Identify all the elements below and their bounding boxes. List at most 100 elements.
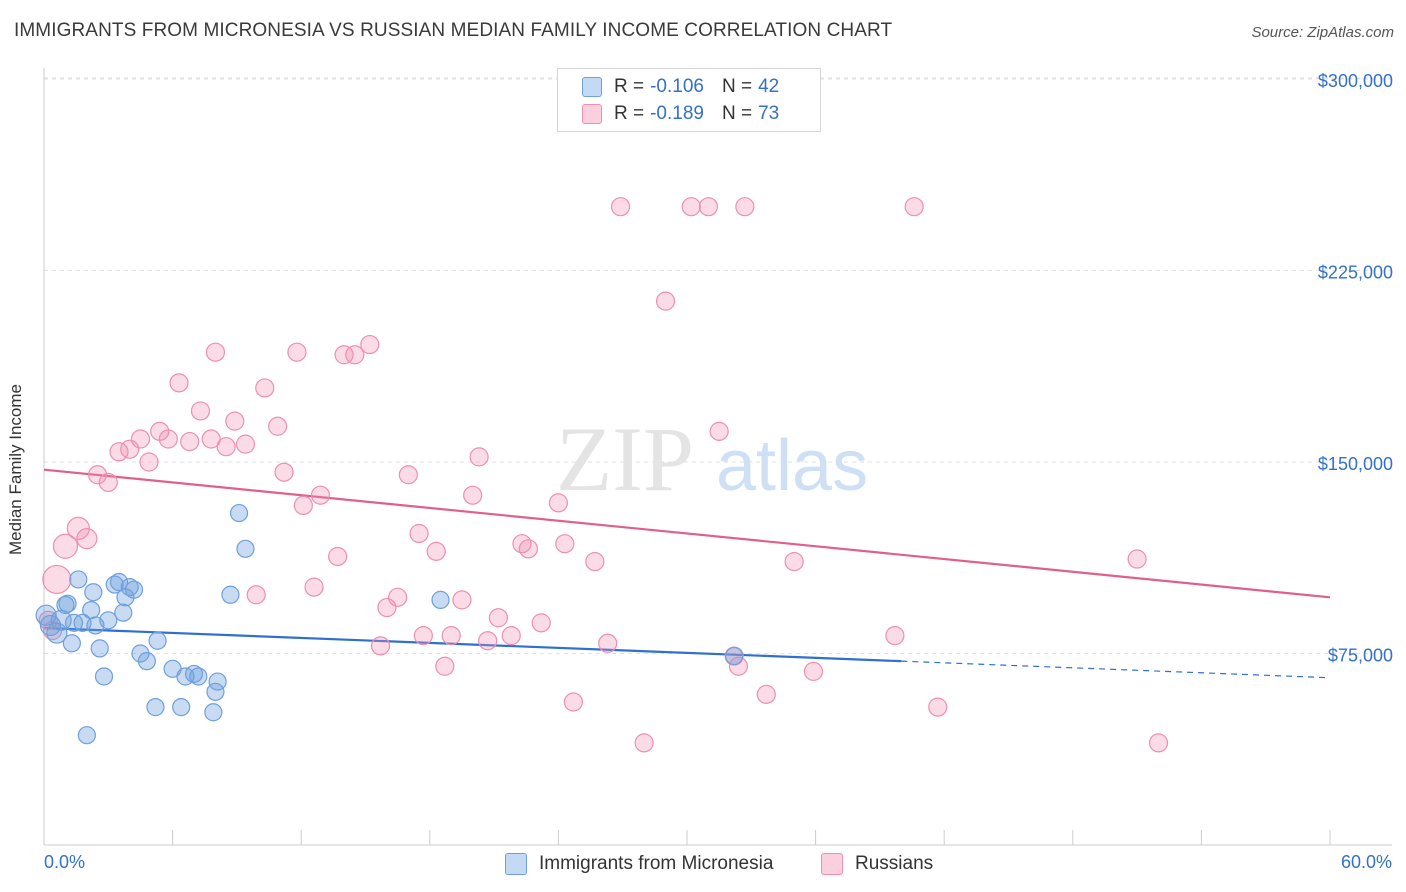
point-russians (205, 342, 226, 362)
point-russians (435, 656, 455, 676)
point-russians (681, 197, 701, 217)
trend-line-micronesia-extension (901, 660, 1331, 679)
point-micronesia (221, 585, 240, 604)
point-russians (469, 447, 489, 467)
point-russians (268, 416, 288, 436)
point-micronesia (148, 631, 167, 650)
point-russians (518, 539, 538, 559)
point-russians (310, 485, 331, 505)
chart-title: IMMIGRANTS FROM MICRONESIA VS RUSSIAN ME… (14, 20, 893, 41)
stats-box: R = -0.106 N = 42 R = -0.189 N = 73 (557, 68, 821, 132)
point-russians (426, 541, 446, 561)
point-micronesia (236, 539, 255, 558)
point-russians (441, 626, 461, 646)
point-russians (904, 197, 924, 217)
legend-swatch-blue (505, 853, 527, 875)
point-russians (413, 626, 433, 646)
point-russians (598, 633, 618, 653)
point-russians (360, 334, 380, 355)
point-russians (76, 527, 98, 550)
point-micronesia (146, 698, 165, 717)
y-tick-label: $75,000 (1328, 646, 1393, 666)
legend-label: Russians (855, 853, 934, 874)
axes (43, 68, 1392, 846)
stats-swatch-blue (582, 77, 602, 97)
legend-item-russians[interactable]: Russians (821, 852, 933, 876)
point-micronesia (46, 622, 68, 644)
n-label: N = (721, 76, 753, 97)
legend-label: Immigrants from Micronesia (539, 853, 774, 874)
point-russians (698, 197, 719, 217)
r-value: -0.189 (650, 103, 704, 124)
y-tick-label: $150,000 (1318, 454, 1393, 474)
point-micronesia (99, 611, 118, 630)
r-label: R = (614, 103, 645, 124)
point-russians (293, 495, 313, 516)
point-micronesia (229, 503, 249, 523)
point-russians (334, 345, 354, 365)
point-micronesia (208, 672, 227, 691)
point-micronesia (431, 590, 450, 609)
point-russians (98, 472, 118, 493)
point-russians (201, 429, 221, 449)
point-russians (735, 197, 755, 217)
point-russians (452, 590, 472, 610)
x-tick-label-min: 0.0% (44, 852, 86, 872)
point-micronesia (90, 639, 109, 658)
point-russians (42, 564, 72, 595)
source-label: Source: ZipAtlas.com (1251, 24, 1394, 41)
point-micronesia (189, 667, 208, 686)
point-micronesia (58, 594, 77, 613)
point-russians (728, 656, 749, 676)
point-micronesia (109, 572, 129, 592)
point-russians (803, 661, 824, 681)
y-tick-label: $300,000 (1318, 71, 1393, 91)
legend-swatch-pink (821, 853, 843, 875)
grid-lines (44, 77, 1392, 654)
point-russians (158, 429, 178, 449)
stats-swatch-pink (582, 104, 602, 124)
point-russians (169, 373, 189, 393)
point-russians (531, 613, 551, 633)
point-russians (1148, 733, 1169, 753)
y-tick-labels: $75,000 $150,000 $225,000 $300,000 (1318, 71, 1393, 666)
point-russians (548, 493, 569, 513)
point-russians (52, 533, 79, 559)
point-micronesia (77, 726, 96, 745)
point-russians (370, 636, 391, 656)
y-tick-label: $225,000 (1318, 263, 1393, 283)
point-micronesia (94, 667, 114, 686)
point-russians (563, 692, 584, 712)
point-micronesia (62, 634, 81, 653)
point-russians (1127, 549, 1147, 569)
x-tick-label-max: 60.0% (1340, 852, 1392, 872)
point-russians (328, 546, 348, 567)
point-russians (287, 342, 307, 362)
trend-lines (43, 468, 1331, 679)
point-russians (235, 434, 256, 454)
point-russians (463, 485, 483, 505)
point-russians (130, 429, 151, 449)
point-russians (501, 626, 521, 646)
point-micronesia (114, 603, 133, 622)
point-micronesia (204, 703, 223, 722)
point-russians (585, 551, 605, 572)
legend-item-micronesia[interactable]: Immigrants from Micronesia (505, 852, 773, 876)
point-micronesia (124, 580, 144, 599)
point-micronesia (69, 570, 88, 589)
n-label: N = (721, 103, 753, 124)
point-russians (274, 462, 294, 482)
point-micronesia (82, 600, 101, 620)
point-russians (190, 401, 211, 421)
trend-line-russians (43, 468, 1331, 599)
point-russians (398, 465, 418, 485)
data-points (35, 197, 1169, 753)
point-micronesia (725, 646, 744, 666)
watermark-atlas: atlas (716, 426, 868, 506)
trend-line-micronesia (43, 626, 902, 663)
point-micronesia (172, 698, 191, 717)
point-russians (655, 291, 676, 311)
n-value: 42 (758, 76, 780, 97)
point-russians (488, 608, 508, 628)
